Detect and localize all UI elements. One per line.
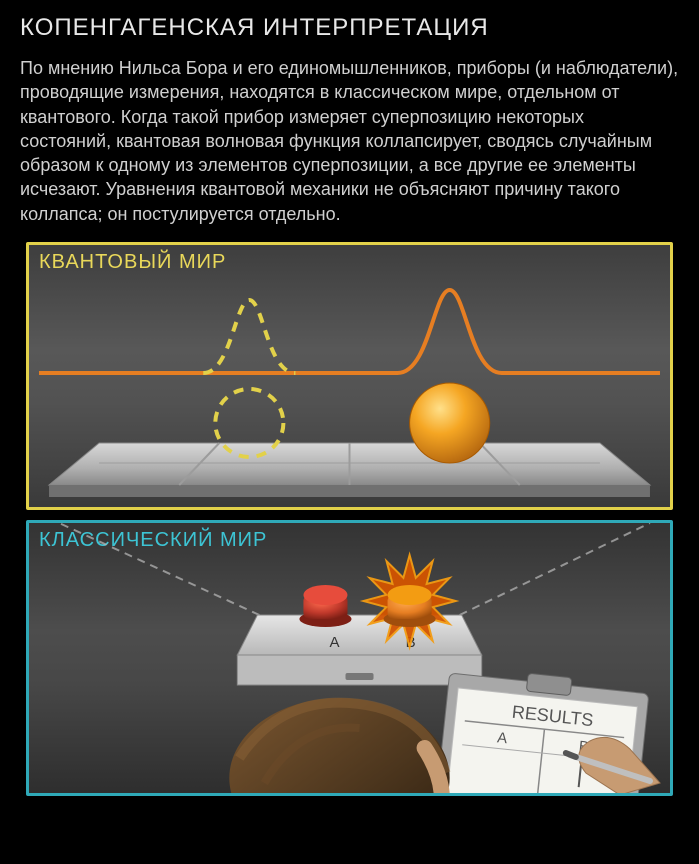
quantum-panel: КВАНТОВЫЙ МИР xyxy=(26,242,673,510)
projection-line-right xyxy=(460,523,650,615)
clipboard-col-a: A xyxy=(496,729,508,747)
wave-solid xyxy=(39,290,660,373)
wave-dashed xyxy=(203,300,295,373)
button-label-a: A xyxy=(329,634,339,651)
measurement-device: A B xyxy=(237,615,481,685)
diagram-panels: КВАНТОВЫЙ МИР xyxy=(26,242,673,796)
intro-paragraph: По мнению Нильса Бора и его единомышленн… xyxy=(20,56,679,226)
projection-line-left xyxy=(59,523,259,615)
particle-icon xyxy=(410,383,490,463)
observer-head-icon xyxy=(229,698,449,793)
button-a-icon xyxy=(299,585,351,627)
classical-panel: КЛАССИЧЕСКИЙ МИР xyxy=(26,520,673,796)
quantum-illustration xyxy=(29,245,670,507)
button-b-icon xyxy=(384,585,436,627)
classical-illustration: A B xyxy=(29,523,670,793)
detector-slab xyxy=(49,443,650,497)
page-title: КОПЕНГАГЕНСКАЯ ИНТЕРПРЕТАЦИЯ xyxy=(20,14,679,42)
